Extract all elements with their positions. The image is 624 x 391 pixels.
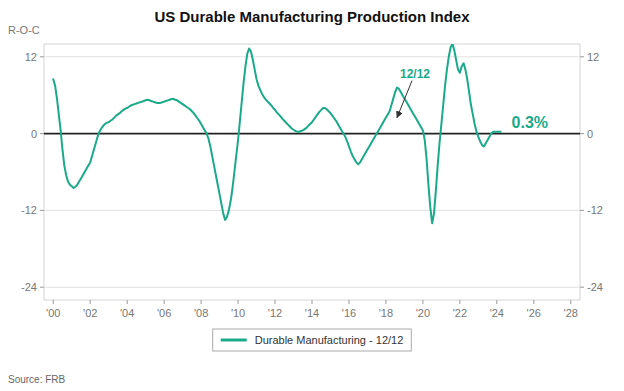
x-tick <box>533 300 534 304</box>
x-tick <box>238 300 239 304</box>
y2-tick <box>580 210 584 211</box>
legend-label: Durable Manufacturing - 12/12 <box>255 334 404 346</box>
y-tick-label: 12 <box>25 51 37 63</box>
annotation: 0.3% <box>512 114 548 131</box>
y2-tick-label: 0 <box>587 128 593 140</box>
y-tick-label: 0 <box>31 128 37 140</box>
x-tick <box>127 300 128 304</box>
x-tick <box>53 300 54 304</box>
zero-line <box>44 133 580 135</box>
y-tick-label: -24 <box>21 281 37 293</box>
x-tick <box>422 300 423 304</box>
legend-swatch <box>221 339 247 342</box>
x-tick <box>312 300 313 304</box>
annotation: 12/12 <box>400 67 430 81</box>
grid-line <box>44 210 580 211</box>
y2-tick-label: 12 <box>587 51 599 63</box>
x-tick-label: '00 <box>46 307 60 319</box>
y2-tick-label: -12 <box>587 204 603 216</box>
plot-frame <box>44 44 580 300</box>
y2-tick <box>580 133 584 134</box>
chart: US Durable Manufacturing Production Inde… <box>0 0 624 391</box>
x-tick <box>385 300 386 304</box>
x-tick-label: '18 <box>379 307 393 319</box>
y-tick-label: -12 <box>21 204 37 216</box>
y-axis-label: R-O-C <box>8 24 40 36</box>
legend-frame <box>213 329 412 351</box>
x-tick <box>348 300 349 304</box>
y2-tick <box>580 56 584 57</box>
y2-tick-label: -24 <box>587 281 603 293</box>
plot-area <box>53 44 500 223</box>
x-tick-label: '28 <box>564 307 578 319</box>
series-line <box>53 44 500 223</box>
annotation-arrow <box>397 81 412 118</box>
source: Source: FRB <box>8 374 66 385</box>
x-tick <box>90 300 91 304</box>
x-tick <box>496 300 497 304</box>
legend: Durable Manufacturing - 12/12 <box>213 329 412 351</box>
y2-tick <box>580 287 584 288</box>
x-tick-label: '16 <box>342 307 356 319</box>
x-tick <box>275 300 276 304</box>
x-tick-label: '22 <box>453 307 467 319</box>
grid-line <box>44 287 580 288</box>
x-tick-label: '26 <box>527 307 541 319</box>
x-tick <box>164 300 165 304</box>
y-tick <box>40 56 44 57</box>
x-tick-label: '08 <box>194 307 208 319</box>
x-tick-label: '02 <box>83 307 97 319</box>
y-tick <box>40 133 44 134</box>
x-tick-label: '24 <box>490 307 504 319</box>
x-tick <box>459 300 460 304</box>
x-tick <box>570 300 571 304</box>
x-tick-label: '14 <box>305 307 319 319</box>
x-tick-label: '20 <box>416 307 430 319</box>
x-tick-label: '06 <box>157 307 171 319</box>
x-tick-label: '12 <box>268 307 282 319</box>
x-tick-label: '10 <box>231 307 245 319</box>
x-tick <box>201 300 202 304</box>
y-tick <box>40 287 44 288</box>
y-tick <box>40 210 44 211</box>
x-tick-label: '04 <box>120 307 134 319</box>
grid-line <box>44 56 580 57</box>
title: US Durable Manufacturing Production Inde… <box>154 8 470 25</box>
